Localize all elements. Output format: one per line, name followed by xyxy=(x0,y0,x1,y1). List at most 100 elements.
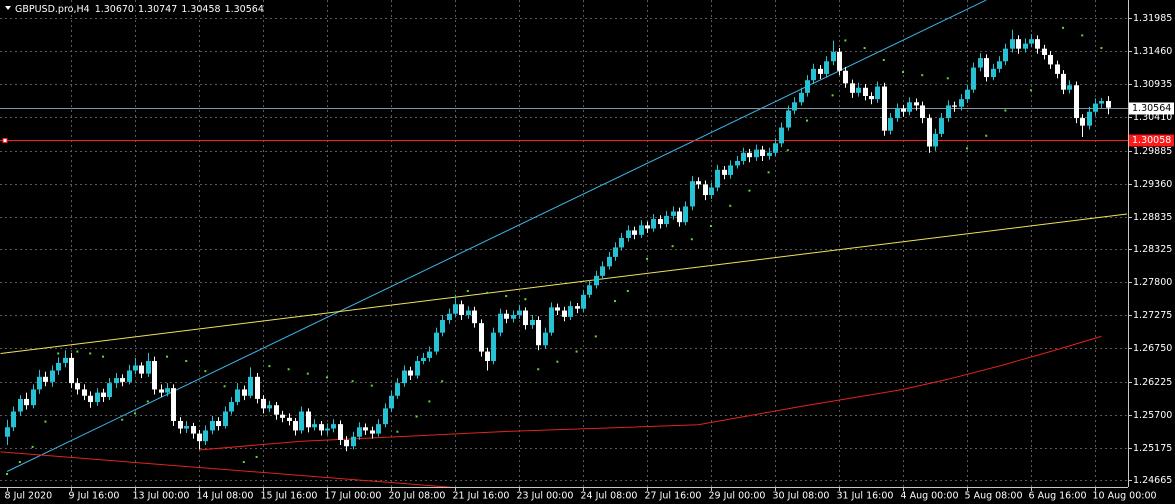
candle-body xyxy=(1048,54,1053,65)
candle-body xyxy=(440,320,445,333)
alert-price-label: 1.30058 xyxy=(1132,135,1171,146)
candle-body xyxy=(447,313,452,321)
sar-dot xyxy=(671,245,674,248)
sar-dot xyxy=(255,455,258,458)
x-tick-label: 5 Aug 08:00 xyxy=(965,491,1023,502)
close-label: 1.30564 xyxy=(225,4,264,15)
candle-body xyxy=(1010,39,1015,49)
candle-body xyxy=(255,376,260,399)
trendline xyxy=(6,0,987,472)
candle-body xyxy=(952,105,957,107)
candle-body xyxy=(24,398,29,406)
low-label: 1.30458 xyxy=(181,4,220,15)
x-tick-label: 4 Aug 00:00 xyxy=(901,491,959,502)
candle-body xyxy=(907,102,912,112)
trendline xyxy=(0,451,454,487)
candle-body xyxy=(613,247,618,257)
sar-dot xyxy=(1100,47,1103,50)
alert-marker xyxy=(2,138,8,143)
candle-body xyxy=(434,332,439,352)
x-tick-label: 31 Jul 16:00 xyxy=(837,491,894,502)
candle-body xyxy=(357,427,362,437)
sar-dot xyxy=(537,368,540,371)
candle-body xyxy=(754,149,759,158)
bid-price-box xyxy=(1129,102,1174,115)
y-tick-label: 1.27800 xyxy=(1133,277,1172,288)
candle-body xyxy=(165,388,170,393)
candle-body xyxy=(607,256,612,267)
candle-body xyxy=(5,427,10,437)
y-tick-label: 1.30410 xyxy=(1133,112,1172,123)
candle-body xyxy=(792,102,797,111)
candle-body xyxy=(274,405,279,415)
candle-body xyxy=(107,383,112,398)
candle-body xyxy=(773,143,778,153)
x-tick-label: 20 Jul 08:00 xyxy=(389,491,446,502)
candle-body xyxy=(69,357,74,384)
moving-average xyxy=(198,335,1102,451)
sar-dot xyxy=(287,368,290,371)
candle-body xyxy=(856,87,861,93)
candle-body xyxy=(1016,39,1021,49)
candle-body xyxy=(991,68,996,78)
candle-body xyxy=(632,230,637,235)
sar-dot xyxy=(223,385,226,388)
candle-body xyxy=(811,68,816,81)
candle-body xyxy=(1067,85,1072,90)
candle-body xyxy=(319,424,324,431)
candle-body xyxy=(511,314,516,319)
candle-body xyxy=(824,61,829,74)
sar-dot xyxy=(946,77,949,80)
y-tick-label: 1.25700 xyxy=(1133,410,1172,421)
alert-price-box xyxy=(1129,134,1174,147)
candle-body xyxy=(229,402,234,412)
candle-body xyxy=(683,206,688,223)
sar-dot xyxy=(921,74,924,77)
candle-body xyxy=(498,313,503,333)
candle-body xyxy=(747,152,752,158)
candle-body xyxy=(312,424,317,428)
candle-body xyxy=(1029,39,1034,44)
x-tick-label: 30 Jul 08:00 xyxy=(773,491,830,502)
candle-body xyxy=(664,215,669,225)
candle-body xyxy=(421,357,426,362)
candle-body xyxy=(197,433,202,442)
candle-body xyxy=(376,424,381,434)
sar-dot xyxy=(844,39,847,42)
symbol: GBPUSD.pro,H4 xyxy=(15,4,90,15)
candle-body xyxy=(1042,48,1047,55)
candle-body xyxy=(901,108,906,112)
candle-body xyxy=(715,169,720,188)
sar-dot xyxy=(57,352,60,355)
candle-body xyxy=(619,237,624,248)
candle-body xyxy=(152,361,157,390)
sar-dot xyxy=(966,147,968,150)
sar-dot xyxy=(690,238,693,241)
menu-arrow[interactable] xyxy=(5,6,11,10)
candle-body xyxy=(248,376,253,396)
candle-body xyxy=(178,420,183,429)
candle-body xyxy=(139,365,144,374)
sar-dot xyxy=(89,352,92,355)
x-tick-label: 23 Jul 00:00 xyxy=(517,491,574,502)
y-tick-label: 1.27275 xyxy=(1133,310,1172,321)
sar-dot xyxy=(306,372,309,375)
candle-body xyxy=(933,133,938,147)
chart-header: GBPUSD.pro,H4 1.30670 1.30747 1.30458 1.3056… xyxy=(15,4,264,15)
candle-body xyxy=(536,320,541,346)
candle-body xyxy=(203,430,208,442)
candle-body xyxy=(760,149,765,156)
candle-body xyxy=(395,383,400,396)
candle-body xyxy=(875,86,880,100)
candle-body xyxy=(581,294,586,309)
sar-dot xyxy=(575,350,578,353)
candle-body xyxy=(88,395,93,403)
sar-dot xyxy=(242,461,245,464)
sar-dot xyxy=(396,430,399,433)
candle-body xyxy=(1061,73,1066,90)
sar-dot xyxy=(76,350,79,353)
sar-dot xyxy=(505,295,508,298)
sar-dot xyxy=(121,418,124,421)
candle-body xyxy=(568,306,573,317)
